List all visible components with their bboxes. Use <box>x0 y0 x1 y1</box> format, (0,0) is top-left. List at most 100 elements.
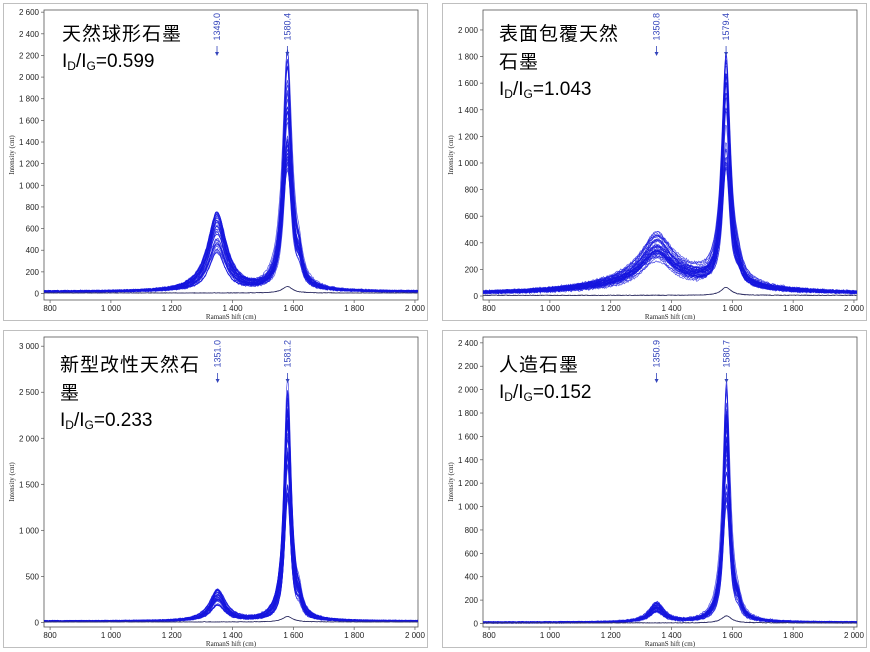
y-tick-label: 200 <box>465 596 479 605</box>
x-tick-label: 1 000 <box>540 304 561 313</box>
y-tick-label: 200 <box>26 268 40 277</box>
y-tick-label: 2 400 <box>458 339 479 348</box>
y-tick-label: 0 <box>474 619 479 628</box>
chart-panel-coated-natural-graphite: 0 200 400 600 800 1 000 1 200 1 400 1 600 1 800 2 … <box>442 3 867 321</box>
raman-chart: 0 200 400 600 800 1 000 1 200 1 400 1 600 1 800 2 … <box>8 8 426 320</box>
chart-panel-natural-spherical-graphite: 0 200 400 600 800 1 000 1 200 1 400 1 600 1 800 2 … <box>3 3 428 321</box>
y-tick-label: 1 200 <box>19 160 40 169</box>
x-tick-label: 2 000 <box>405 304 426 313</box>
y-tick-label: 2 400 <box>19 30 40 39</box>
y-tick-label: 800 <box>465 186 479 195</box>
y-tick-label: 1 600 <box>458 432 479 441</box>
y-tick-label: 1 400 <box>458 106 479 115</box>
y-tick-label: 200 <box>465 265 479 274</box>
x-tick-label: 1 400 <box>662 631 683 640</box>
raman-chart: 0 200 400 600 800 1 000 1 200 1 400 1 600 1 800 2 … <box>447 336 865 647</box>
spectra-group <box>44 377 418 623</box>
y-tick-label: 1 200 <box>458 479 479 488</box>
x-tick-label: 1 000 <box>101 304 122 313</box>
chart-annotation: 表面包覆天然石墨 ID/IG=1.043 <box>499 20 629 108</box>
peak-label: 1581.2 <box>283 340 293 368</box>
spectrum-trace <box>483 53 857 294</box>
sample-title: 人造石墨 <box>499 354 580 376</box>
spectra-group <box>483 53 857 297</box>
spectrum-trace <box>483 97 857 293</box>
spectrum-trace <box>44 486 418 623</box>
plot-frame <box>43 9 419 301</box>
y-tick-label: 0 <box>35 290 40 299</box>
x-tick-label: 1 200 <box>601 304 622 313</box>
x-tick-label: 1 200 <box>162 631 183 640</box>
peak-label: 1579.4 <box>721 13 731 41</box>
chart-panel-artificial-graphite: 0 200 400 600 800 1 000 1 200 1 400 1 600 1 800 2 … <box>442 330 867 648</box>
x-tick-label: 1 600 <box>722 631 743 640</box>
y-tick-label: 2 500 <box>19 388 40 397</box>
y-tick-label: 1 800 <box>458 53 479 62</box>
id-ig-ratio: ID/IG=0.233 <box>60 410 153 432</box>
spectra-group <box>44 49 418 294</box>
peak-label: 1580.7 <box>721 340 731 368</box>
x-tick-label: 800 <box>482 631 496 640</box>
x-tick-label: 800 <box>482 304 496 313</box>
chart-annotation: 人造石墨 ID/IG=0.152 <box>499 351 649 411</box>
peak-marker-arrow <box>724 379 729 383</box>
x-tick-label: 2 000 <box>844 631 865 640</box>
peak-marker-arrow <box>654 52 659 56</box>
y-tick-label: 400 <box>26 246 40 255</box>
y-axis-label: Intensity (cnt) <box>447 462 455 502</box>
x-tick-label: 1 800 <box>344 631 365 640</box>
chart-annotation: 天然球形石墨 ID/IG=0.599 <box>62 20 212 80</box>
raman-chart: 0 500 1 000 1 500 2 000 2 500 3 000 800 1 000 1 2… <box>8 336 426 647</box>
y-tick-label: 800 <box>465 526 479 535</box>
y-tick-label: 3 000 <box>19 342 40 351</box>
x-tick-label: 1 400 <box>223 304 244 313</box>
y-tick-label: 1 200 <box>458 132 479 141</box>
y-tick-label: 1 600 <box>458 79 479 88</box>
y-tick-label: 2 000 <box>458 386 479 395</box>
x-tick-label: 1 200 <box>162 304 183 313</box>
peak-label: 1580.4 <box>282 13 292 41</box>
y-tick-label: 800 <box>26 203 40 212</box>
x-tick-label: 1 600 <box>722 304 743 313</box>
peak-marker-arrow <box>285 52 290 56</box>
y-tick-label: 1 000 <box>19 526 40 535</box>
y-axis-label: Intensity (cnt) <box>447 135 455 175</box>
x-tick-label: 1 200 <box>601 631 622 640</box>
x-tick-label: 1 800 <box>783 631 804 640</box>
x-tick-label: 1 600 <box>283 631 304 640</box>
plot-frame <box>43 336 419 628</box>
spectrum-trace <box>44 111 418 293</box>
chart-annotation: 新型改性天然石墨 ID/IG=0.233 <box>60 351 200 439</box>
raman-chart: 0 200 400 600 800 1 000 1 200 1 400 1 600 1 800 2 … <box>447 9 865 320</box>
baseline-trace <box>483 287 857 297</box>
x-tick-label: 2 000 <box>405 631 426 640</box>
y-tick-label: 1 800 <box>458 409 479 418</box>
y-tick-label: 2 000 <box>458 26 479 35</box>
y-tick-label: 2 200 <box>19 51 40 60</box>
y-tick-label: 1 400 <box>19 138 40 147</box>
chart-panel-new-modified-natural-graphite: 0 500 1 000 1 500 2 000 2 500 3 000 800 1 000 1 2… <box>3 330 428 648</box>
peak-label: 1349.0 <box>212 13 222 41</box>
peak-label: 1351.0 <box>213 340 223 368</box>
sample-title: 表面包覆天然石墨 <box>499 23 620 73</box>
y-tick-label: 600 <box>465 549 479 558</box>
y-tick-label: 1 000 <box>458 159 479 168</box>
id-ig-ratio: ID/IG=0.599 <box>62 51 155 73</box>
sample-title: 新型改性天然石墨 <box>60 354 201 404</box>
plot-frame <box>482 336 858 628</box>
y-tick-label: 1 800 <box>19 95 40 104</box>
sample-title: 天然球形石墨 <box>62 23 183 45</box>
y-tick-label: 0 <box>474 292 479 301</box>
y-tick-label: 2 000 <box>19 434 40 443</box>
x-tick-label: 2 000 <box>844 304 865 313</box>
x-tick-label: 1 800 <box>783 304 804 313</box>
peak-marker-arrow <box>654 379 659 383</box>
peak-marker-arrow <box>285 379 290 383</box>
y-tick-label: 2 000 <box>19 73 40 82</box>
y-tick-label: 1 600 <box>19 116 40 125</box>
spectra-group <box>483 379 857 625</box>
y-axis-label: Intensity (cnt) <box>8 135 16 175</box>
y-tick-label: 600 <box>465 212 479 221</box>
peak-label: 1350.8 <box>652 13 662 41</box>
x-tick-label: 1 000 <box>540 631 561 640</box>
